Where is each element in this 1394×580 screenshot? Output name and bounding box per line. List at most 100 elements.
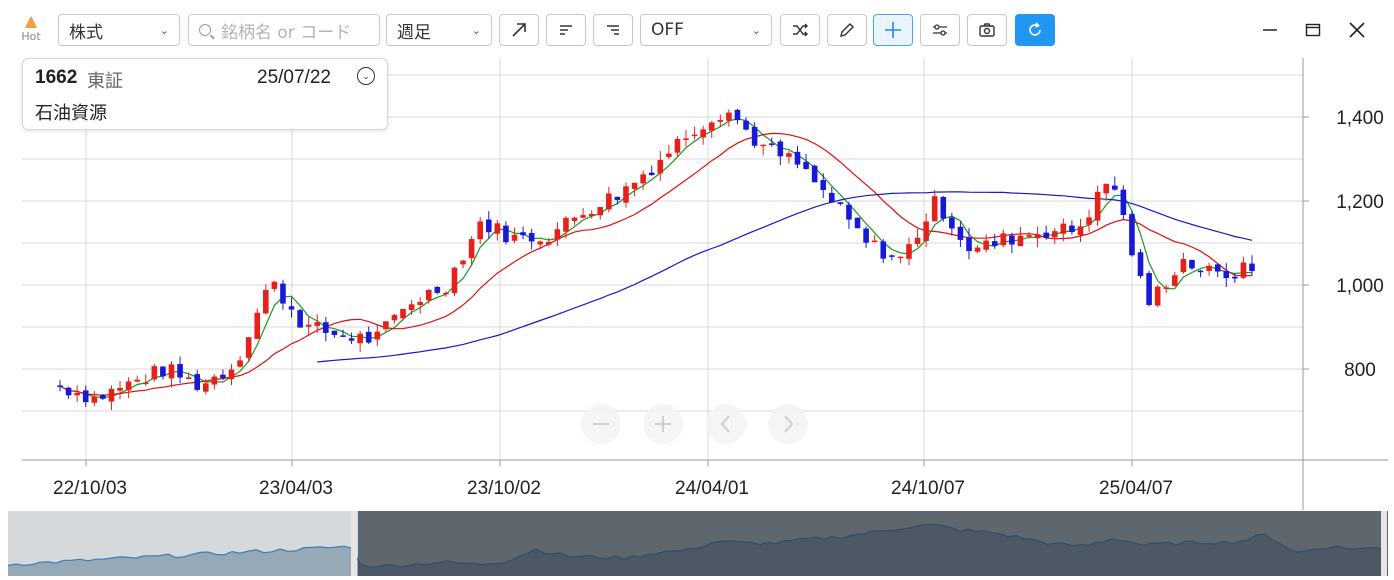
candle-up	[477, 221, 484, 240]
draw-button[interactable]	[827, 14, 867, 46]
candle-up	[443, 292, 449, 295]
candle-up	[1000, 233, 1007, 246]
candle-down	[348, 338, 355, 341]
candle-up	[263, 289, 269, 314]
candle-up	[588, 213, 595, 217]
candle-down	[940, 196, 947, 219]
candle-down	[777, 141, 784, 157]
x-tick-label: 24/10/07	[891, 478, 965, 499]
candle-up	[108, 388, 115, 402]
asset-type-value: 株式	[69, 22, 103, 43]
close-icon	[1349, 22, 1365, 38]
candle-up	[871, 240, 878, 243]
candle-up	[931, 196, 938, 222]
align-left-button[interactable]	[546, 14, 586, 46]
navigator[interactable]	[7, 511, 1388, 576]
candle-down	[1120, 189, 1127, 215]
refresh-icon	[1029, 22, 1041, 36]
candle-up	[511, 234, 518, 241]
candle-up	[683, 138, 689, 140]
search-input[interactable]: 銘柄名 or コード	[188, 14, 380, 46]
period-select[interactable]: 週足 ⌄	[386, 14, 492, 46]
sliders-icon	[933, 24, 947, 36]
search-placeholder: 銘柄名 or コード	[221, 22, 352, 43]
candle-down	[503, 225, 509, 243]
align-left-icon	[560, 25, 572, 35]
y-tick-label: 800	[1344, 360, 1376, 381]
candle-down	[880, 241, 887, 259]
candle-up	[1180, 259, 1187, 273]
asset-type-select[interactable]: 株式 ⌄	[58, 14, 180, 46]
chevron-down-icon: ⌄	[751, 23, 761, 37]
candle-down	[846, 204, 852, 220]
ma-short-line	[59, 118, 1253, 399]
align-right-button[interactable]	[593, 14, 633, 46]
y-tick-label: 1,000	[1336, 276, 1384, 297]
maximize-button[interactable]	[1293, 14, 1333, 46]
candle-down	[1129, 214, 1135, 256]
candle-down	[323, 322, 329, 333]
candle-down	[57, 385, 63, 387]
candle-up	[1026, 235, 1032, 237]
close-button[interactable]	[1337, 14, 1377, 46]
candle-down	[811, 165, 818, 183]
navigator-handle[interactable]	[1381, 511, 1387, 576]
shuffle-button[interactable]	[780, 14, 820, 46]
chevron-down-icon: ⌄	[471, 23, 481, 37]
candle-up	[451, 267, 458, 294]
candle-down	[794, 151, 801, 165]
plus-button[interactable]	[643, 404, 683, 444]
candle-up	[228, 369, 235, 380]
settings-button[interactable]	[920, 14, 960, 46]
candle-up	[1034, 234, 1041, 239]
toolbar: ▲ Hot 株式 ⌄ 銘柄名 or コード 週足 ⌄ OFF ⌄	[0, 0, 1394, 58]
candle-down	[1009, 235, 1015, 245]
overlay-select[interactable]: OFF ⌄	[640, 14, 772, 46]
hot-button[interactable]: ▲ Hot	[14, 12, 48, 48]
candle-up	[417, 301, 423, 305]
candle-down	[991, 241, 998, 246]
stock-code: 1662	[35, 67, 78, 88]
candle-up	[142, 382, 149, 385]
candle-down	[434, 286, 441, 293]
candle-down	[1146, 273, 1152, 305]
search-icon	[199, 24, 211, 36]
chevron-left-button[interactable]	[706, 404, 746, 444]
candle-up	[1172, 275, 1178, 286]
candle-up	[134, 379, 140, 382]
candle-down	[1197, 270, 1204, 273]
date-label: 25/07/22	[257, 67, 331, 88]
candle-up	[305, 324, 312, 327]
pencil-icon	[840, 23, 854, 37]
candle-down	[1189, 260, 1195, 269]
candle-down	[365, 331, 372, 343]
navigator-handle[interactable]	[351, 511, 357, 576]
candle-down	[65, 387, 72, 396]
chevron-down-circle-icon[interactable]: ⌄	[357, 67, 375, 85]
minimize-button[interactable]	[1250, 14, 1290, 46]
refresh-button[interactable]	[1015, 14, 1055, 46]
screenshot-button[interactable]	[967, 14, 1007, 46]
candle-up	[254, 312, 261, 339]
plus-icon	[655, 416, 671, 432]
axes: 1,400 1,200 1,000 800 22/10/03 23/04/03 23/10/…	[22, 58, 1388, 510]
minimize-icon	[1263, 29, 1277, 31]
candle-up	[623, 186, 629, 203]
candle-up	[1103, 183, 1110, 194]
candle-up	[983, 240, 989, 250]
trendline-button[interactable]	[499, 14, 539, 46]
candle-down	[331, 330, 338, 335]
candle-down	[734, 109, 741, 121]
candle-up	[906, 244, 912, 259]
candle-up	[1206, 265, 1212, 271]
candle-down	[743, 120, 749, 130]
candles	[57, 109, 1255, 411]
navigator-selection	[358, 511, 1388, 576]
candle-up	[563, 217, 569, 232]
crosshair-button[interactable]	[873, 14, 913, 46]
candle-up	[314, 322, 321, 326]
chevron-right-button[interactable]	[768, 404, 808, 444]
candle-down	[100, 394, 106, 399]
minus-button[interactable]	[581, 404, 621, 444]
